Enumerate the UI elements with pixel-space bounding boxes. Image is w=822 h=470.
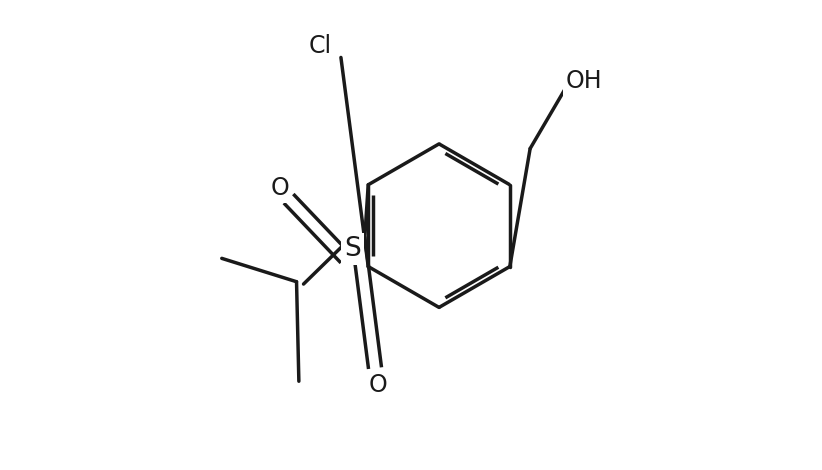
Text: O: O xyxy=(270,176,289,200)
Text: Cl: Cl xyxy=(308,34,331,58)
Text: O: O xyxy=(369,373,388,397)
Text: OH: OH xyxy=(566,69,603,93)
Text: S: S xyxy=(344,236,361,262)
